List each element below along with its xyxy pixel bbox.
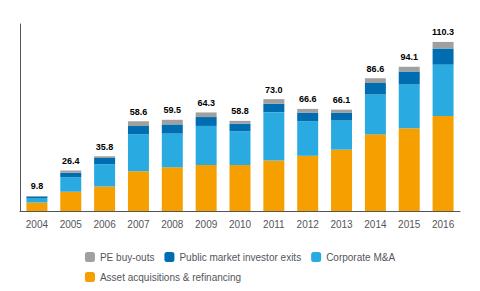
svg-text:58.8: 58.8 [231,106,249,116]
svg-text:9.8: 9.8 [31,181,44,191]
svg-text:2012: 2012 [297,219,320,230]
svg-text:2004: 2004 [26,219,49,230]
svg-text:59.5: 59.5 [164,105,182,115]
svg-text:86.6: 86.6 [367,64,385,74]
svg-text:64.3: 64.3 [197,98,215,108]
svg-text:26.4: 26.4 [62,156,80,166]
svg-text:94.1: 94.1 [400,52,418,62]
svg-text:66.1: 66.1 [333,95,351,105]
svg-text:58.6: 58.6 [130,107,148,117]
svg-text:Corporate M&A: Corporate M&A [326,252,395,263]
svg-text:2005: 2005 [60,219,83,230]
svg-text:2011: 2011 [263,219,285,230]
svg-text:66.6: 66.6 [299,94,317,104]
svg-text:35.8: 35.8 [96,142,114,152]
svg-text:Public market investor exits: Public market investor exits [179,252,301,263]
svg-text:2016: 2016 [432,219,455,230]
svg-text:2006: 2006 [93,219,116,230]
svg-text:2013: 2013 [330,219,353,230]
svg-text:2015: 2015 [398,219,421,230]
svg-text:2010: 2010 [229,219,252,230]
svg-text:PE buy-outs: PE buy-outs [100,252,154,263]
svg-text:2009: 2009 [195,219,218,230]
svg-text:73.0: 73.0 [265,85,283,95]
svg-text:2007: 2007 [127,219,150,230]
svg-text:2014: 2014 [364,219,387,230]
svg-text:110.3: 110.3 [432,27,454,37]
svg-text:2008: 2008 [161,219,184,230]
svg-text:Asset acquisitions & refinanci: Asset acquisitions & refinancing [100,272,241,283]
